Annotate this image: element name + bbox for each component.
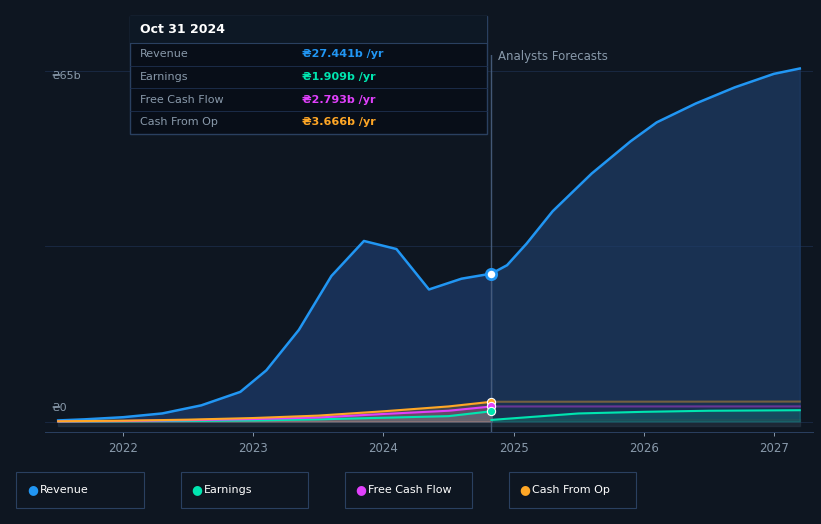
Text: Revenue: Revenue [39,485,88,495]
Text: ₴3.666b /yr: ₴3.666b /yr [302,117,376,127]
Point [485,269,498,278]
Text: ₴65b: ₴65b [52,71,81,81]
Point [485,402,498,411]
Text: ●: ● [520,484,530,496]
Text: Earnings: Earnings [204,485,252,495]
Text: Analysts Forecasts: Analysts Forecasts [498,50,608,63]
Point [485,407,498,416]
Text: Past: Past [461,50,485,63]
Text: ₴0: ₴0 [52,403,67,413]
Text: Cash From Op: Cash From Op [532,485,610,495]
Text: ●: ● [191,484,202,496]
Text: Revenue: Revenue [140,49,188,59]
Text: ●: ● [27,484,38,496]
Text: Free Cash Flow: Free Cash Flow [140,95,223,105]
Text: Cash From Op: Cash From Op [140,117,218,127]
Text: Earnings: Earnings [140,72,188,82]
Text: ₴1.909b /yr: ₴1.909b /yr [302,72,376,82]
Text: ₴27.441b /yr: ₴27.441b /yr [302,49,383,59]
Point [485,398,498,406]
Text: ₴2.793b /yr: ₴2.793b /yr [302,95,376,105]
Text: Oct 31 2024: Oct 31 2024 [140,23,225,36]
Text: ●: ● [355,484,366,496]
Text: Free Cash Flow: Free Cash Flow [368,485,452,495]
